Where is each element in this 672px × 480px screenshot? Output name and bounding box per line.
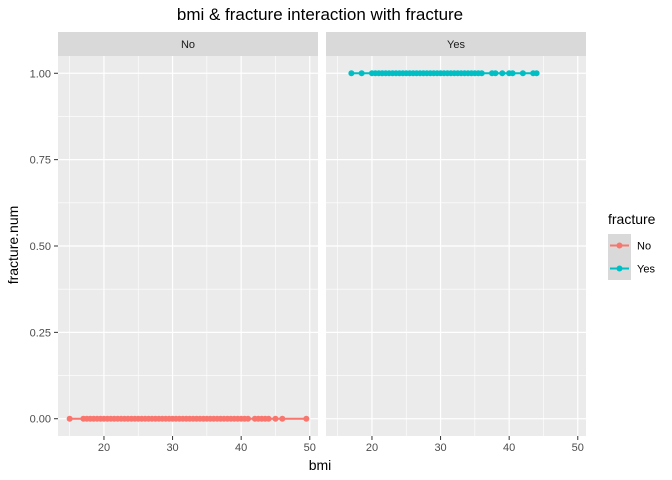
data-point [303,415,310,422]
y-tick-label: 0.25 [30,327,51,339]
legend-key-point [616,265,623,272]
data-point [66,415,73,422]
y-tick-label: 1.00 [30,68,51,80]
legend: fracture No Yes [608,211,656,280]
data-point [499,70,506,77]
facet-strip [326,32,586,56]
legend-title: fracture [608,211,656,227]
x-tick-label: 20 [98,442,110,454]
facet-panel-yes: Yes 20 30 40 50 [326,32,586,454]
chart-title: bmi & fracture interaction with fracture [177,5,463,24]
legend-entry-yes: Yes [608,257,655,280]
data-point [265,415,272,422]
facet-panel-no: No 20 30 40 50 [58,32,318,454]
facet-strip [58,32,318,56]
data-point [478,70,485,77]
data-point [348,70,355,77]
data-point [509,70,516,77]
legend-label: No [637,241,651,253]
data-point [533,70,540,77]
data-point [358,70,365,77]
data-point [492,70,499,77]
facet-strip-label: No [181,39,195,51]
x-tick-label: 40 [503,442,515,454]
data-point [279,415,286,422]
x-tick-label: 50 [304,442,316,454]
legend-entry-no: No [608,234,651,257]
y-axis-title: fracture.num [5,206,21,285]
data-point [519,70,526,77]
facet-panels: No 20 30 40 50 Yes 20 30 40 50 [58,32,586,454]
y-tick-label: 0.50 [30,241,51,253]
legend-label: Yes [637,264,655,276]
y-tick-label: 0.00 [30,414,51,426]
facet-strip-label: Yes [447,39,465,51]
y-axis: 0.00 0.25 0.50 0.75 1.00 [30,68,58,426]
x-tick-label: 50 [572,442,584,454]
x-tick-label: 30 [166,442,178,454]
x-tick-label: 30 [434,442,446,454]
legend-key-point [616,242,623,249]
data-point [272,415,279,422]
data-point [245,415,252,422]
x-axis-title: bmi [309,457,332,473]
x-tick-label: 20 [366,442,378,454]
x-tick-label: 40 [235,442,247,454]
y-tick-label: 0.75 [30,155,51,167]
